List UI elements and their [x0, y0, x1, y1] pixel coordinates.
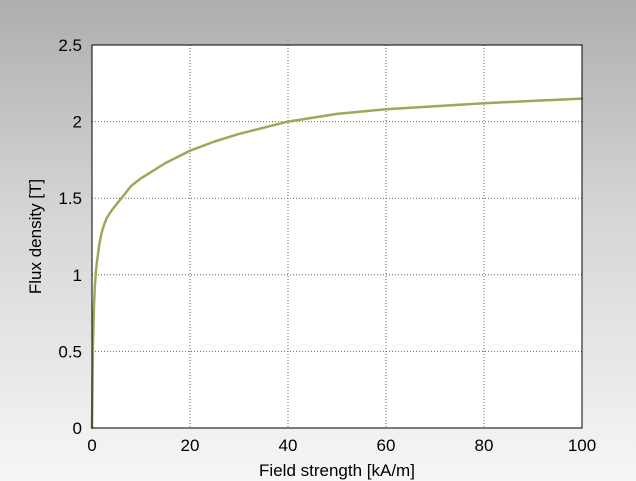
- y-tick-label: 0: [73, 419, 82, 438]
- y-tick-label: 1: [73, 266, 82, 285]
- x-tick-label: 100: [568, 436, 596, 455]
- tick-labels: 0 20 40 60 80 100 0 0.5 1 1.5 2 2.5: [58, 36, 596, 455]
- y-tick-label: 2.5: [58, 36, 82, 55]
- x-axis-title: Field strength [kA/m]: [259, 461, 415, 480]
- x-tick-label: 80: [475, 436, 494, 455]
- y-tick-label: 1.5: [58, 189, 82, 208]
- plot-frame: [91, 44, 583, 429]
- plot-area: [92, 45, 582, 428]
- series-layer: [90, 97, 584, 430]
- y-tick-label: 0.5: [58, 342, 82, 361]
- x-tick-label: 40: [279, 436, 298, 455]
- x-tick-label: 20: [181, 436, 200, 455]
- series-line: [90, 97, 584, 430]
- x-tick-label: 60: [377, 436, 396, 455]
- y-tick-label: 2: [73, 113, 82, 132]
- y-axis-title: Flux density [T]: [26, 179, 45, 294]
- x-tick-label: 0: [87, 436, 96, 455]
